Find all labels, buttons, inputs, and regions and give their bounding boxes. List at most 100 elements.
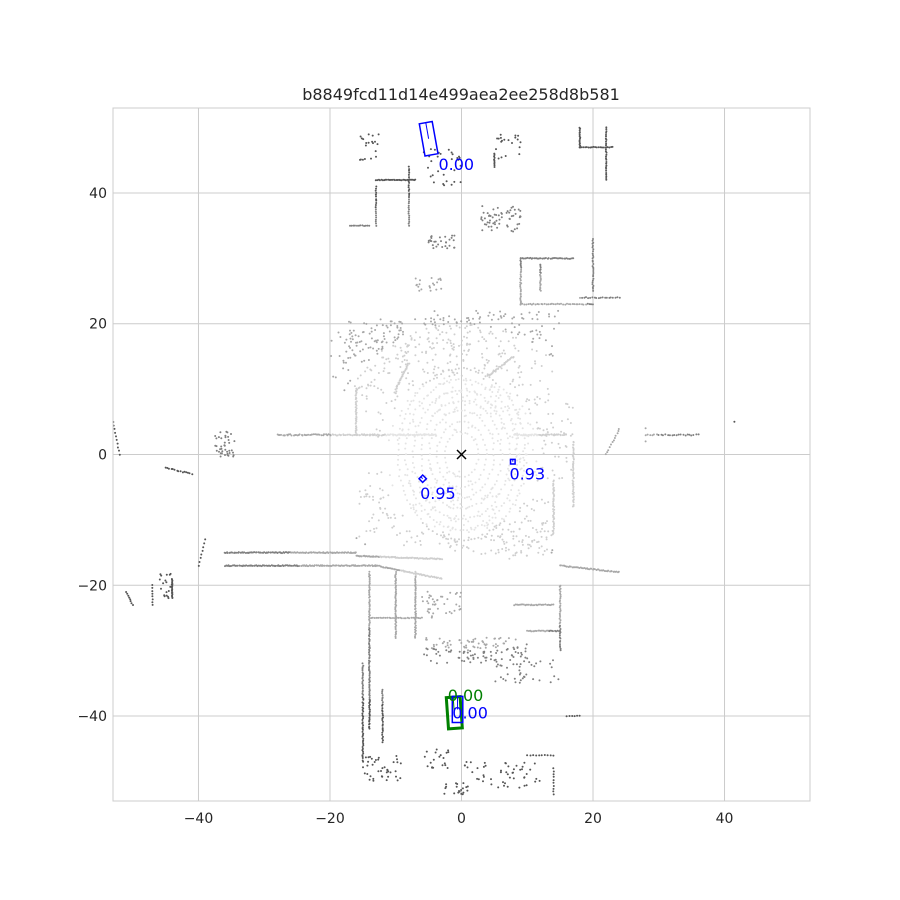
lidar-point [514,423,517,426]
lidar-point [453,318,456,321]
lidar-point [438,523,441,526]
lidar-point [426,557,429,560]
lidar-point [459,595,462,598]
lidar-point [568,406,571,409]
lidar-point [469,761,472,764]
lidar-point [409,485,412,487]
lidar-point [415,431,418,434]
lidar-point [544,522,547,525]
lidar-point [673,434,676,436]
lidar-point [469,379,472,382]
lidar-point [541,257,544,260]
lidar-point [436,461,439,464]
lidar-point [444,235,447,238]
lidar-point [449,378,452,381]
lidar-point [386,616,389,619]
lidar-point [436,410,439,413]
lidar-point [551,370,554,373]
lidar-point [519,277,522,280]
lidar-point [560,302,562,305]
lidar-point [508,776,511,779]
lidar-point [367,141,370,144]
lidar-point [444,764,447,767]
lidar-point [481,336,484,339]
lidar-point [656,433,658,436]
lidar-point [234,551,237,554]
lidar-point [478,317,481,320]
lidar-point [179,470,182,473]
lidar-point [559,608,562,610]
lidar-point [375,616,378,619]
lidar-point [523,447,526,450]
lidar-point [359,135,362,138]
lidar-point [525,515,528,518]
lidar-point [432,758,435,761]
lidar-point [414,572,417,575]
lidar-point [445,445,447,448]
lidar-point [398,468,401,471]
lidar-point [398,475,401,478]
lidar-point [517,417,520,420]
lidar-point [536,403,539,406]
lidar-point [520,521,523,524]
lidar-point [483,643,486,646]
lidar-point [468,330,471,333]
lidar-point [432,519,435,521]
lidar-point [488,519,491,522]
lidar-point [511,503,514,506]
lidar-point [516,227,519,230]
lidar-point [369,775,372,778]
lidar-point [532,427,535,430]
lidar-point [469,480,472,483]
y-tick-label: 0 [98,448,107,464]
lidar-point [520,268,523,271]
lidar-point [500,216,503,219]
lidar-point [536,604,539,607]
lidar-point [553,505,556,508]
lidar-point [426,574,429,577]
lidar-point [434,478,437,480]
lidar-point [435,643,438,646]
lidar-point [508,510,511,513]
lidar-point [518,222,521,225]
lidar-point [455,485,458,488]
lidar-point [572,441,575,444]
lidar-point [491,495,494,498]
lidar-point [518,376,521,379]
lidar-point [374,179,377,182]
lidar-point [203,542,206,545]
lidar-point [550,422,553,424]
lidar-point [535,662,538,665]
lidar-point [491,332,494,335]
lidar-point [372,779,375,782]
lidar-point [368,615,370,618]
lidar-point [523,303,526,306]
lidar-point [599,296,602,299]
lidar-point [375,341,378,344]
lidar-point [352,329,355,332]
lidar-point [469,661,472,664]
lidar-point [572,449,575,452]
lidar-point [237,551,240,554]
lidar-point [495,148,497,151]
lidar-point [546,520,548,523]
lidar-point [372,513,375,516]
lidar-point [471,383,473,386]
lidar-point [198,561,201,563]
lidar-point [411,418,414,421]
lidar-point [531,317,534,320]
lidar-point [579,127,582,130]
lidar-point [538,779,541,782]
lidar-point [381,719,384,721]
lidar-point [592,268,595,270]
lidar-point [494,382,497,385]
lidar-point [435,495,438,498]
lidar-point [519,283,522,286]
lidar-point [519,295,522,298]
lidar-point [373,527,375,530]
lidar-point [116,446,119,449]
lidar-point [362,679,365,682]
lidar-point [500,421,503,424]
lidar-point [414,331,417,334]
